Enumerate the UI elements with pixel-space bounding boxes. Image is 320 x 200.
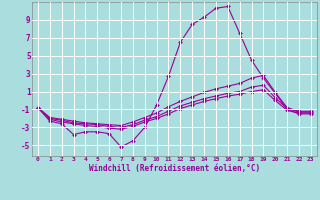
X-axis label: Windchill (Refroidissement éolien,°C): Windchill (Refroidissement éolien,°C)	[89, 164, 260, 173]
